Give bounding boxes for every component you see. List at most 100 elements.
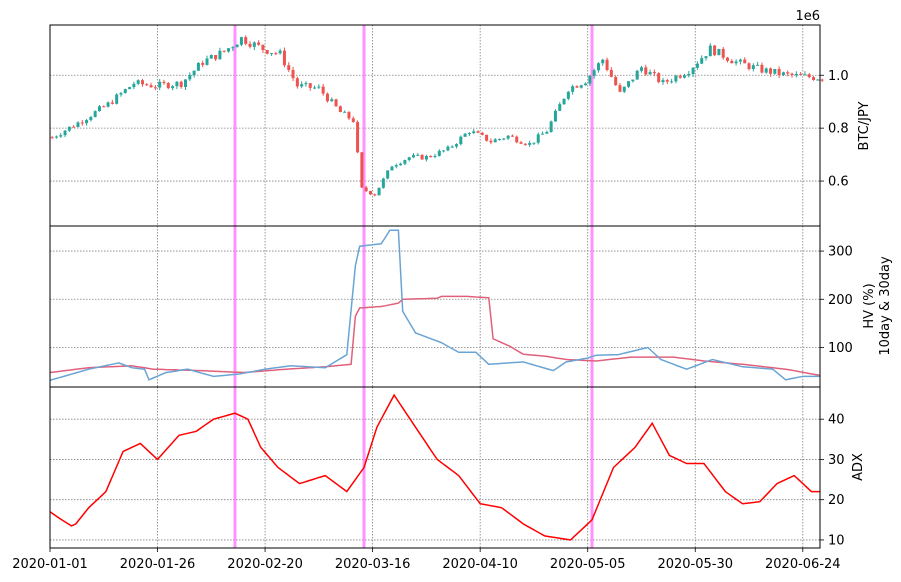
candle-body <box>721 48 725 58</box>
candle-body <box>257 42 261 45</box>
candle-body <box>162 81 166 84</box>
x-tick-label: 2020-05-30 <box>657 557 733 572</box>
candle-body <box>390 166 394 171</box>
hv-y-ticks: 100 200 300 <box>820 245 853 356</box>
price-highlights <box>233 25 594 226</box>
candle-body <box>321 86 325 94</box>
candle-body <box>270 53 274 55</box>
candle-body <box>463 133 467 137</box>
candle-body <box>506 135 510 139</box>
candle-body <box>459 136 463 145</box>
candle-body <box>584 83 588 86</box>
candle-body <box>553 110 557 122</box>
candle-body <box>93 111 97 118</box>
candle-body <box>403 160 407 164</box>
candle-body <box>614 76 618 86</box>
price-offset-text: 1e6 <box>795 9 820 24</box>
candle-body <box>812 77 816 80</box>
candle-body <box>313 87 317 89</box>
candle-body <box>85 120 89 124</box>
candle-body <box>635 70 639 80</box>
candle-body <box>171 86 175 89</box>
candle-body <box>265 50 269 54</box>
candle-body <box>386 170 390 179</box>
candle-body <box>231 47 235 49</box>
candle-body <box>695 63 699 68</box>
candle-body <box>360 152 364 188</box>
y-tick-label: 300 <box>828 245 853 260</box>
candle-body <box>670 81 674 83</box>
candle-body <box>394 165 398 167</box>
candle-body <box>609 69 613 77</box>
candle-body <box>97 106 101 112</box>
candle-body <box>442 150 446 152</box>
candle-body <box>429 156 433 158</box>
candle-body <box>566 91 570 99</box>
hv-y-label-line-2: 10day & 30day <box>878 256 893 356</box>
candle-body <box>644 67 648 75</box>
candle-body <box>485 134 489 141</box>
candle-body <box>665 80 669 82</box>
candle-body <box>72 126 76 128</box>
candle-body <box>416 154 420 156</box>
candle-body <box>338 106 342 113</box>
candle-body <box>605 59 609 70</box>
candle-body <box>343 111 347 113</box>
y-tick-label: 200 <box>828 293 853 308</box>
candle-body <box>351 118 355 122</box>
x-tick-label: 2020-03-16 <box>335 557 411 572</box>
y-tick-label: 100 <box>828 341 853 356</box>
candle-body <box>545 131 549 134</box>
candle-body <box>59 135 63 137</box>
y-tick-label: 10 <box>828 533 845 548</box>
candle-body <box>377 187 381 196</box>
candle-body <box>532 142 536 144</box>
candle-body <box>80 122 84 124</box>
candle-body <box>562 98 566 105</box>
y-tick-label: 0.6 <box>828 175 849 190</box>
candle-body <box>588 75 592 84</box>
candle-body <box>110 102 114 104</box>
candle-body <box>502 138 506 140</box>
candle-body <box>820 79 824 81</box>
candle-body <box>708 45 712 57</box>
candle-body <box>691 67 695 74</box>
y-tick-label: 30 <box>828 453 845 468</box>
candle-body <box>368 191 372 195</box>
candle-body <box>592 70 596 76</box>
candle-body <box>175 81 179 87</box>
candle-body <box>498 138 502 140</box>
candle-body <box>678 75 682 78</box>
candle-body <box>794 73 798 76</box>
candle-body <box>192 70 196 76</box>
candle-body <box>153 87 157 89</box>
candle-body <box>188 75 192 80</box>
candle-body <box>282 50 286 66</box>
candle-body <box>627 81 631 87</box>
candle-body <box>287 65 291 70</box>
candle-body <box>682 75 687 78</box>
candle-body <box>106 102 110 107</box>
x-tick-label: 2020-04-10 <box>442 557 518 572</box>
candle-body <box>450 146 454 148</box>
candle-body <box>183 79 188 87</box>
candle-body <box>325 93 329 102</box>
candle-body <box>601 59 605 64</box>
candle-body <box>235 44 239 48</box>
candle-body <box>756 64 760 66</box>
candle-body <box>467 133 471 135</box>
candle-body <box>777 68 781 75</box>
candle-body <box>222 50 226 52</box>
x-tick-label: 2020-02-20 <box>227 557 303 572</box>
hv10-series-line <box>49 229 820 382</box>
candle-body <box>730 60 734 64</box>
candle-body <box>274 53 278 55</box>
candle-body <box>558 104 562 111</box>
candle-body <box>622 86 626 92</box>
candle-body <box>214 54 218 60</box>
candle-body <box>252 42 256 47</box>
candle-body <box>639 67 643 71</box>
candle-body <box>738 59 742 62</box>
candle-body <box>717 48 721 56</box>
candle-body <box>209 54 213 59</box>
